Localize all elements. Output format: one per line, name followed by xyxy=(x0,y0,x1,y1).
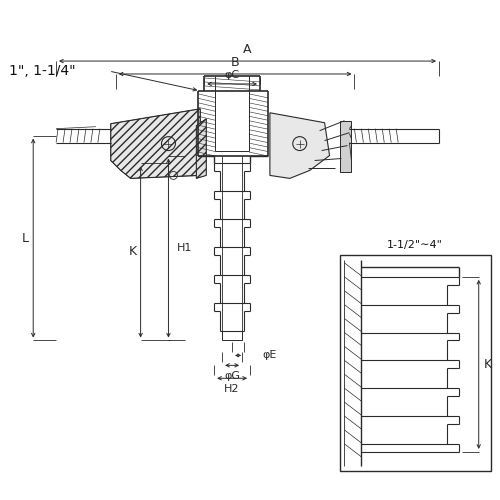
Text: φE: φE xyxy=(262,350,276,360)
Polygon shape xyxy=(270,113,330,178)
Polygon shape xyxy=(111,109,200,178)
Text: A: A xyxy=(244,43,252,56)
Bar xyxy=(340,255,490,471)
Text: φG: φG xyxy=(224,372,240,382)
Text: φC: φC xyxy=(224,70,240,80)
Text: B: B xyxy=(231,56,239,69)
Text: H1: H1 xyxy=(176,243,192,253)
Polygon shape xyxy=(196,118,206,178)
Text: H2: H2 xyxy=(224,384,240,394)
Bar xyxy=(340,120,351,172)
Text: 1-1/2"∼4": 1-1/2"∼4" xyxy=(387,240,443,250)
Text: K: K xyxy=(484,358,492,371)
Text: K: K xyxy=(128,246,136,258)
Text: 1", 1-1/4": 1", 1-1/4" xyxy=(10,64,76,78)
Text: L: L xyxy=(22,232,29,244)
